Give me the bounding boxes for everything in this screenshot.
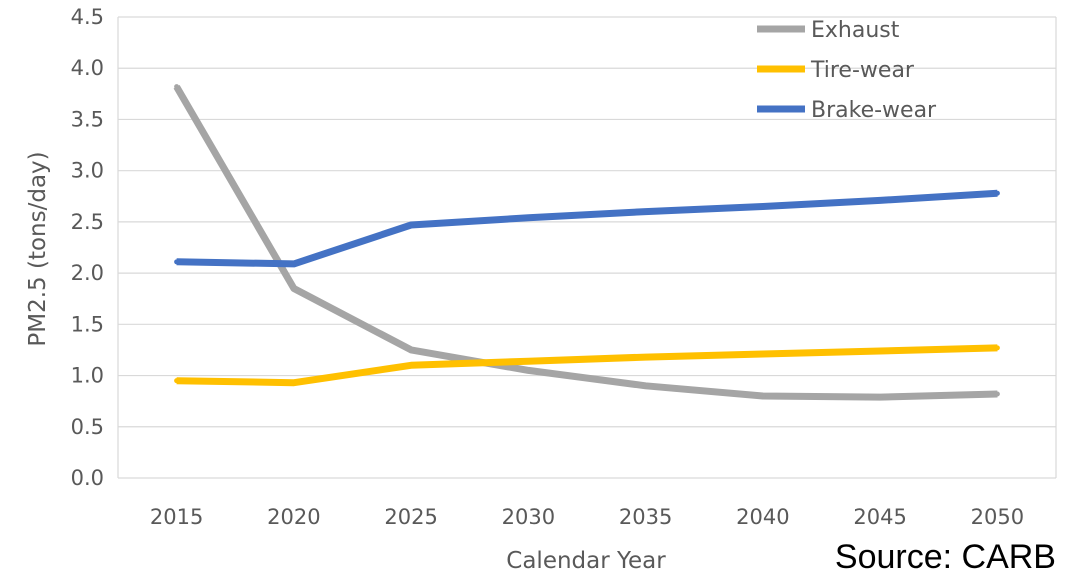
data-point-exhaust [291, 285, 297, 291]
x-tick-label: 2045 [853, 505, 906, 529]
gridlines [117, 16, 1057, 479]
y-tick-label: 0.0 [71, 466, 104, 490]
legend-label-brake-wear: Brake-wear [811, 98, 937, 123]
series-line-exhaust [173, 84, 998, 401]
y-tick-label: 3.0 [71, 159, 104, 183]
data-point-brake-wear [291, 261, 297, 267]
data-point-exhaust [877, 394, 883, 400]
data-point-brake-wear [525, 215, 531, 221]
data-point-tire-wear [994, 345, 1000, 351]
x-tick-label: 2030 [502, 505, 555, 529]
data-point-brake-wear [994, 190, 1000, 196]
y-tick-label: 4.5 [71, 5, 104, 29]
data-point-tire-wear [760, 351, 766, 357]
data-point-brake-wear [174, 259, 180, 265]
y-axis-ticks: 0.0 0.5 1.0 1.5 2.0 2.5 3.0 3.5 4.0 4.5 [71, 5, 104, 490]
data-point-brake-wear [760, 204, 766, 210]
legend-label-exhaust: Exhaust [811, 18, 900, 43]
data-point-tire-wear [525, 358, 531, 364]
y-axis-title: PM2.5 (tons/day) [25, 151, 51, 346]
data-point-exhaust [525, 367, 531, 373]
data-point-tire-wear [643, 354, 649, 360]
x-tick-label: 2035 [619, 505, 672, 529]
data-point-exhaust [643, 383, 649, 389]
x-tick-label: 2050 [971, 505, 1024, 529]
y-tick-label: 3.5 [71, 107, 104, 131]
data-point-brake-wear [408, 222, 414, 228]
data-point-tire-wear [408, 362, 414, 368]
series-line-brake-wear [176, 189, 998, 268]
x-tick-label: 2015 [150, 505, 203, 529]
legend: Exhaust Tire-wear Brake-wear [757, 18, 937, 123]
legend-label-tire-wear: Tire-wear [810, 58, 915, 83]
data-point-exhaust [408, 347, 414, 353]
x-tick-label: 2040 [736, 505, 789, 529]
y-tick-label: 2.0 [71, 261, 104, 285]
data-point-brake-wear [877, 197, 883, 203]
data-point-exhaust [760, 393, 766, 399]
source-annotation: Source: CARB [835, 538, 1056, 576]
series-line-tire-wear [176, 344, 998, 387]
data-point-exhaust [994, 391, 1000, 397]
series-lines [173, 84, 1000, 401]
data-point-brake-wear [643, 209, 649, 215]
y-tick-label: 4.0 [71, 56, 104, 80]
data-point-tire-wear [174, 378, 180, 384]
x-axis-ticks: 2015 2020 2025 2030 2035 2040 2045 2050 [150, 505, 1024, 529]
x-axis-title: Calendar Year [506, 548, 666, 574]
x-tick-label: 2020 [267, 505, 320, 529]
data-point-tire-wear [291, 380, 297, 386]
data-point-tire-wear [877, 348, 883, 354]
y-tick-label: 2.5 [71, 210, 104, 234]
x-tick-label: 2025 [384, 505, 437, 529]
y-tick-label: 0.5 [71, 415, 104, 439]
y-tick-label: 1.5 [71, 312, 104, 336]
y-tick-label: 1.0 [71, 364, 104, 388]
data-point-exhaust [174, 84, 180, 90]
